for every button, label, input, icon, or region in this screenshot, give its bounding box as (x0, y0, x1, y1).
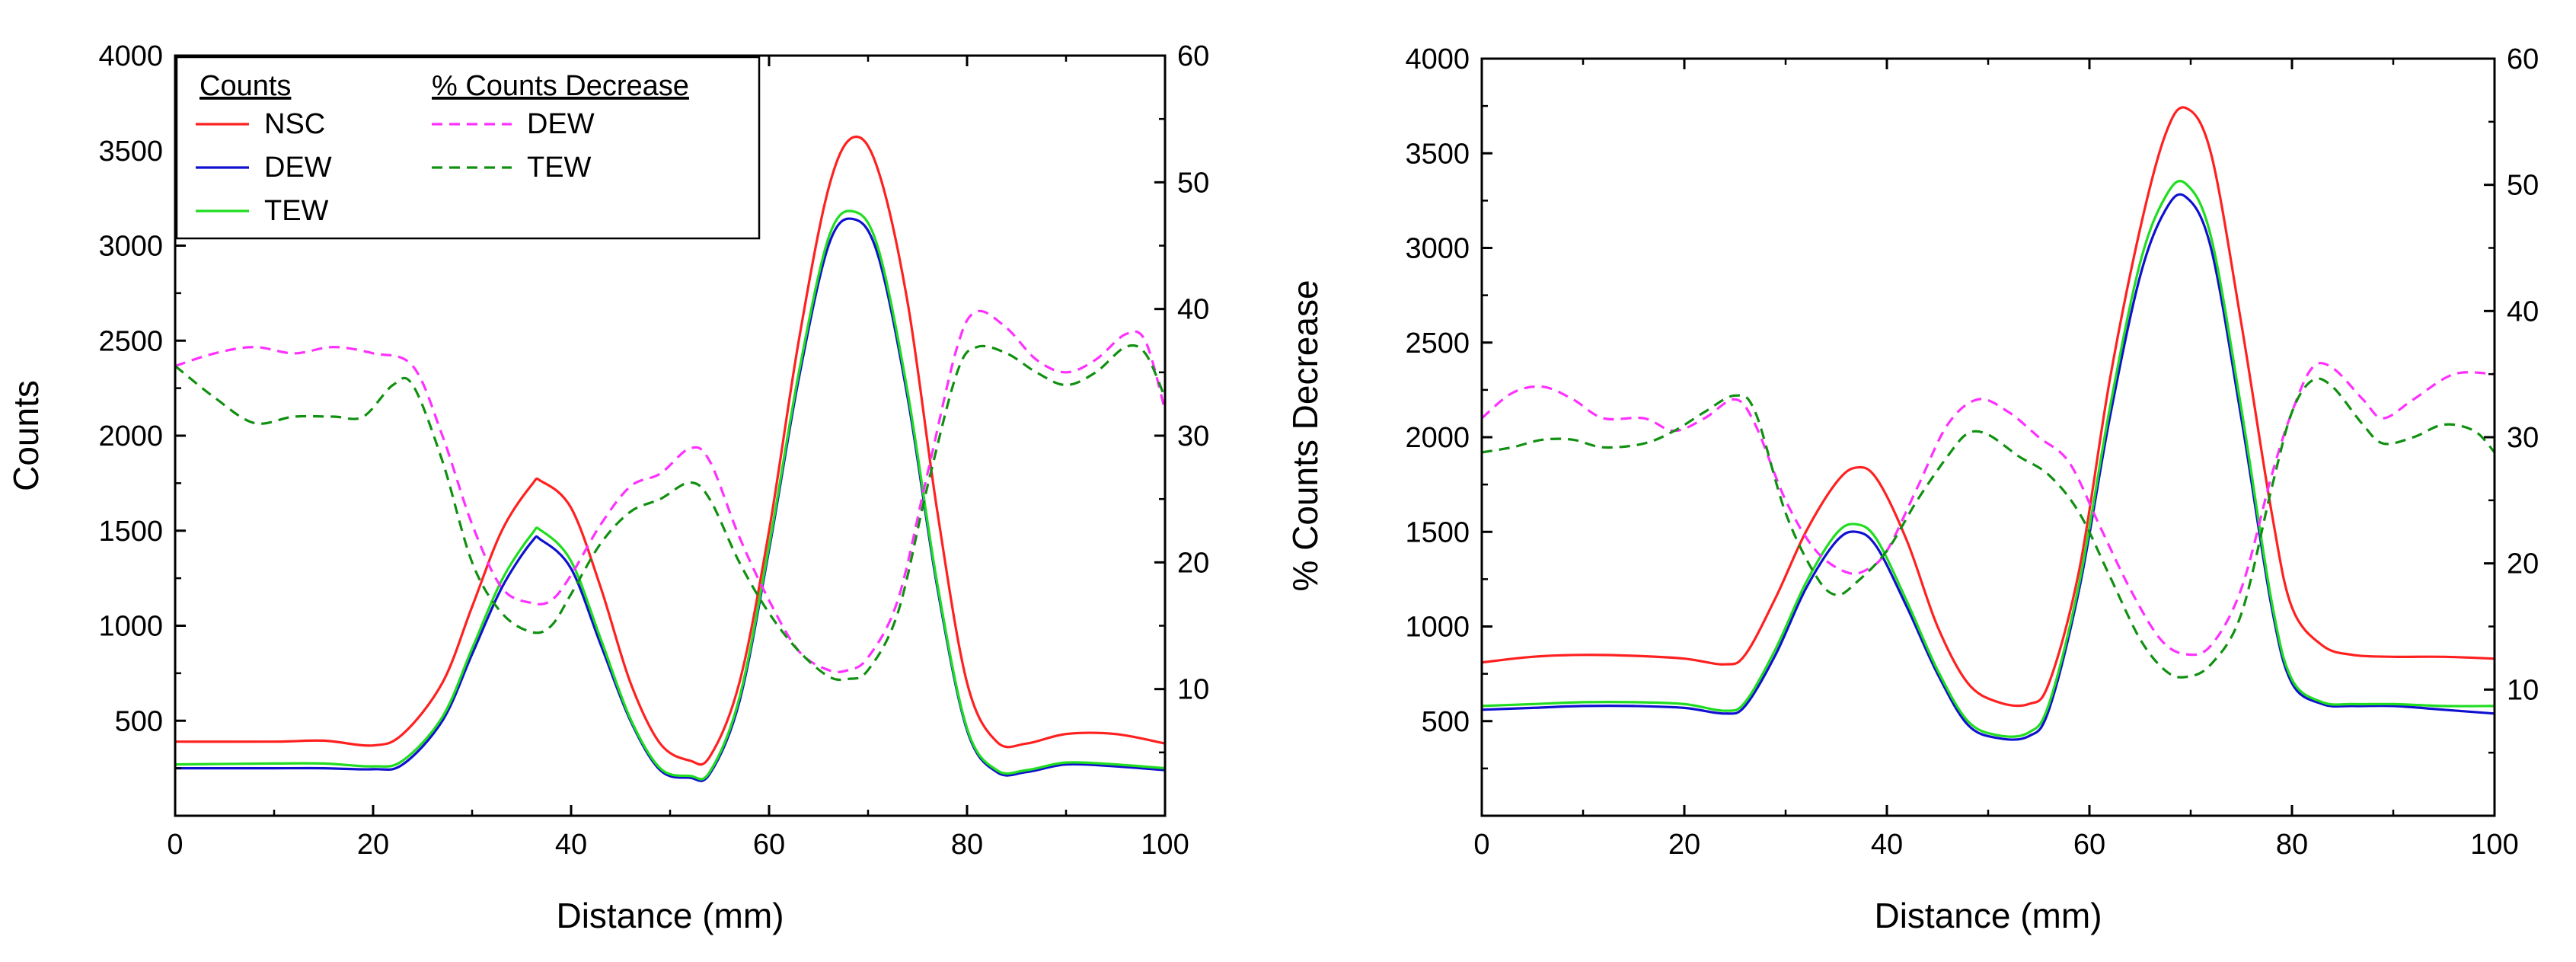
x-tick-label: 60 (753, 829, 785, 861)
y2-tick-label: 10 (2507, 674, 2539, 706)
y2-tick-label: 20 (2507, 548, 2539, 580)
series-line-dew (175, 217, 1165, 782)
legend-header-decrease: % Counts Decrease (432, 70, 689, 102)
legend-header-counts: Counts (200, 70, 291, 102)
chart-panel-left: 0 20 40 60 80 100 500 1000 1500 2000 2500 3000 3500 4… (6, 40, 1325, 935)
legend-label-nsc: NSC (264, 108, 325, 140)
y-tick-label: 1500 (98, 516, 163, 548)
y2-axis-title: % Counts Decrease (1285, 280, 1325, 591)
y-tick-label: 500 (1422, 706, 1470, 738)
y2-tick-label: 40 (2507, 296, 2539, 328)
legend-box (175, 56, 761, 240)
series-line-dew-decrease (175, 309, 1165, 673)
series-line-nsc (175, 135, 1165, 766)
y-tick-label: 4000 (1405, 43, 1470, 75)
y-tick-label: 2000 (1405, 422, 1470, 454)
y2-tick-label: 50 (2507, 170, 2539, 202)
series-group (1482, 106, 2495, 741)
y2-tick-label: 10 (1177, 674, 1209, 706)
y-tick-label: 3000 (1405, 233, 1470, 265)
y-tick-label: 3000 (98, 231, 163, 263)
y-tick-label: 1000 (98, 611, 163, 643)
y-axis-title: Counts (6, 380, 46, 491)
y-tick-label: 2000 (98, 420, 163, 452)
y2-tick-label: 60 (2507, 43, 2539, 75)
series-group (175, 135, 1165, 782)
legend-label-dew: DEW (264, 152, 332, 184)
x-tick-label: 100 (2470, 829, 2518, 861)
series-line-dew-decrease (1482, 362, 2495, 657)
y2-tick-label: 40 (1177, 294, 1209, 326)
x-tick-label: 20 (357, 829, 389, 861)
y2-tick-label: 50 (1177, 167, 1209, 199)
series-line-nsc (1482, 106, 2495, 708)
y-tick-label: 1000 (1405, 612, 1470, 644)
y-tick-label: 2500 (98, 325, 163, 357)
series-line-dew (1482, 193, 2495, 741)
x-tick-label: 100 (1141, 829, 1189, 861)
x-tick-label: 20 (1668, 829, 1700, 861)
series-line-tew (175, 209, 1165, 781)
y2-tick-label: 30 (1177, 420, 1209, 452)
chart-panel-right: 0 20 40 60 80 100 500 1000 1500 2000 2500 3000 3500 4… (1405, 43, 2539, 935)
x-axis-title: Distance (mm) (1874, 896, 2102, 935)
series-line-tew-decrease (175, 344, 1165, 682)
y-tick-label: 4000 (98, 40, 163, 72)
x-tick-label: 40 (1871, 829, 1903, 861)
x-tick-label: 40 (555, 829, 587, 861)
x-tick-label: 80 (951, 829, 983, 861)
legend: Counts % Counts Decrease NSC DEW TEW DEW TEW (175, 56, 761, 240)
y-tick-label: 3500 (98, 136, 163, 168)
series-line-tew-decrease (1482, 377, 2495, 679)
x-tick-label: 80 (2276, 829, 2308, 861)
legend-label-decrease-dew: DEW (527, 108, 595, 140)
y2-tick-label: 30 (2507, 422, 2539, 454)
series-line-tew (1482, 180, 2495, 738)
y2-tick-label: 20 (1177, 547, 1209, 579)
legend-label-decrease-tew: TEW (527, 152, 592, 184)
y2-tick-label: 60 (1177, 40, 1209, 72)
legend-label-tew: TEW (264, 195, 329, 227)
x-tick-label: 0 (167, 829, 183, 861)
x-tick-label: 60 (2073, 829, 2105, 861)
x-tick-label: 0 (1473, 829, 1489, 861)
y-tick-label: 2500 (1405, 328, 1470, 360)
y-tick-label: 500 (115, 705, 163, 737)
x-axis-title: Distance (mm) (556, 896, 784, 935)
y-tick-label: 3500 (1405, 138, 1470, 170)
y-tick-label: 1500 (1405, 516, 1470, 548)
